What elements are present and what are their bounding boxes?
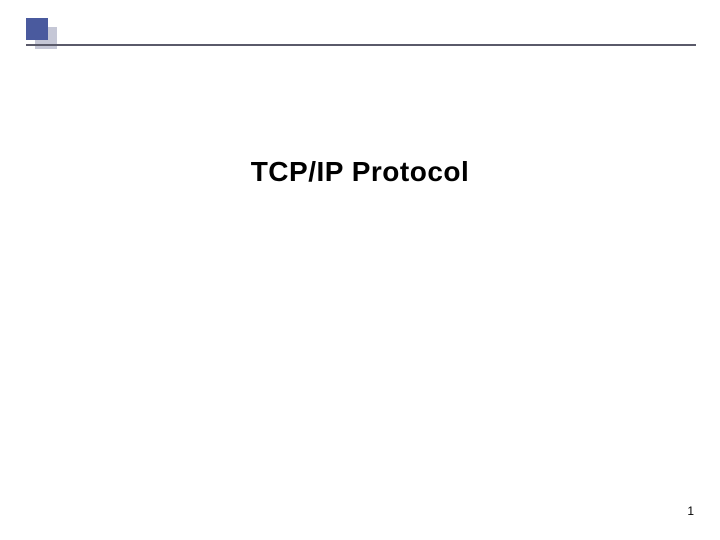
bullet-square [26,18,48,40]
page-number: 1 [687,504,694,518]
slide-title: TCP/IP Protocol [0,156,720,188]
horizontal-rule [26,44,696,46]
